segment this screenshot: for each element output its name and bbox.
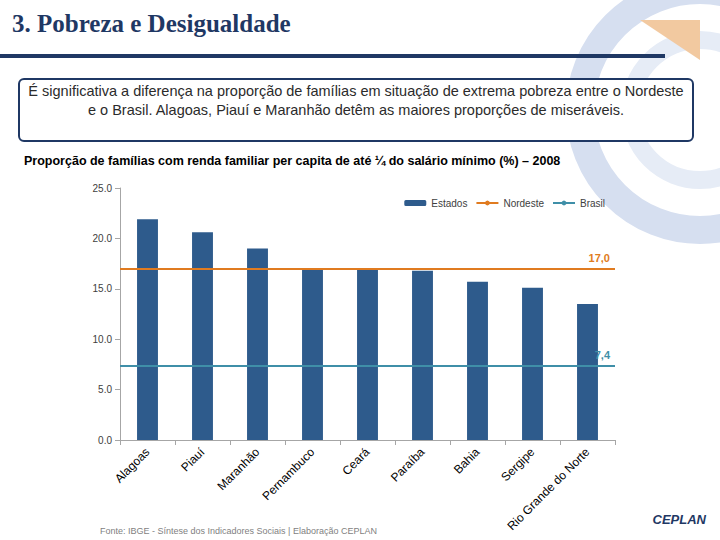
svg-text:Estados: Estados [431,198,467,209]
svg-text:Bahia: Bahia [451,445,483,477]
html-text:3. Pobreza e Desigualdade: 3. Pobreza e Desigualdade [12,10,291,37]
svg-text:0.0: 0.0 [98,435,112,446]
svg-text:15.0: 15.0 [93,283,113,294]
svg-text:5.0: 5.0 [98,384,112,395]
svg-text:17,0: 17,0 [589,252,610,264]
html-text:É significativa a diferença na: É significativa a diferença na proporção… [28,83,684,118]
svg-text:7,4: 7,4 [595,349,611,361]
svg-text:25.0: 25.0 [93,183,113,194]
svg-text:Pernambuco: Pernambuco [260,445,318,503]
svg-text:20.0: 20.0 [93,233,113,244]
html-text:Fonte: IBGE - Síntese dos Indi: Fonte: IBGE - Síntese dos Indicadores So… [100,526,377,536]
svg-text:10.0: 10.0 [93,334,113,345]
svg-text:Rio Grande do Norte: Rio Grande do Norte [504,445,592,533]
svg-text:Brasil: Brasil [580,198,605,209]
svg-text:Sergipe: Sergipe [498,445,537,484]
svg-text:Paraíba: Paraíba [388,445,428,485]
html-text:CEPLAN: CEPLAN [652,512,706,527]
svg-text:Maranhão: Maranhão [214,445,262,493]
svg-text:Nordeste: Nordeste [503,198,544,209]
svg-text:Ceará: Ceará [339,445,372,478]
svg-text:Alagoas: Alagoas [112,445,153,486]
html-text:Proporção de famílias com rend: Proporção de famílias com renda familiar… [24,154,561,168]
svg-text:Piauí: Piauí [178,445,208,475]
